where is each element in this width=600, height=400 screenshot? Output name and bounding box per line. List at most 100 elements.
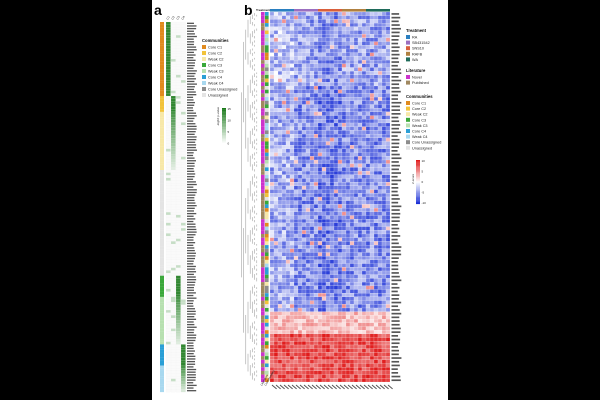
gene-label-mark <box>391 242 399 245</box>
zscore-cell <box>341 233 347 238</box>
zscore-cell <box>333 219 339 223</box>
zscore-cell <box>377 278 383 283</box>
zscore-cell <box>353 115 359 120</box>
zscore-cell <box>385 85 391 90</box>
zscore-cell <box>329 196 335 201</box>
zscore-cell <box>293 341 299 346</box>
zscore-cell <box>353 278 359 283</box>
zscore-cell <box>369 134 375 138</box>
pvalue-cell <box>165 88 171 91</box>
zscore-cell <box>281 282 287 286</box>
zscore-cell <box>285 296 291 301</box>
zscore-cell <box>321 34 327 38</box>
zscore-cell <box>325 48 331 53</box>
community-strip-cell <box>160 151 164 155</box>
zscore-cell <box>301 285 307 290</box>
zscore-cell <box>269 208 275 212</box>
pvalue-cell <box>180 360 186 364</box>
zscore-cell <box>357 15 363 20</box>
community-cell <box>265 82 269 86</box>
pvalue-cell <box>180 127 186 131</box>
zscore-cell <box>365 204 371 209</box>
literature-cell <box>261 308 265 312</box>
zscore-cell <box>269 122 275 127</box>
zscore-cell <box>305 344 311 349</box>
zscore-cell <box>337 174 343 179</box>
zscore-cell <box>277 93 283 98</box>
zscore-cell <box>349 278 355 283</box>
zscore-cell <box>297 285 303 290</box>
zscore-cell <box>365 344 371 349</box>
zscore-cell <box>361 341 367 346</box>
zscore-cell <box>357 267 363 272</box>
zscore-cell <box>305 163 311 168</box>
row-label-mark <box>187 107 194 109</box>
row-side-label: Literature <box>259 373 269 386</box>
zscore-cell <box>361 63 367 68</box>
pvalue-cell <box>165 175 171 179</box>
zscore-cell <box>297 363 303 368</box>
zscore-cell <box>281 89 287 94</box>
pvalue-cell <box>175 69 181 73</box>
zscore-cell <box>289 263 295 268</box>
zscore-cell <box>301 152 307 157</box>
zscore-cell <box>273 104 279 109</box>
zscore-cell <box>313 326 319 331</box>
pvalue-cell <box>180 64 186 68</box>
zscore-cell <box>365 356 371 360</box>
zscore-cell <box>377 100 383 105</box>
zscore-cell <box>341 34 347 38</box>
zscore-cell <box>365 293 371 297</box>
zscore-cell <box>333 182 339 186</box>
zscore-cell <box>277 285 283 290</box>
zscore-cell <box>369 48 375 53</box>
gene-label-mark <box>391 346 399 348</box>
zscore-cell <box>337 115 343 120</box>
zscore-cell <box>365 200 371 205</box>
community-cell <box>265 12 269 16</box>
zscore-cell <box>385 270 391 275</box>
zscore-cell <box>305 248 311 253</box>
zscore-cell <box>337 359 343 364</box>
pvalue-cell <box>170 246 176 250</box>
zscore-cell <box>277 259 283 264</box>
pvalue-cell <box>180 151 186 155</box>
zscore-cell <box>349 352 355 357</box>
legend-label: Weak C2 <box>412 113 428 117</box>
zscore-cell <box>345 326 351 331</box>
zscore-cell <box>277 322 283 327</box>
row-label-mark <box>187 88 195 91</box>
zscore-cell <box>297 370 303 375</box>
zscore-cell <box>341 85 347 90</box>
zscore-cell <box>317 193 323 198</box>
zscore-cell <box>337 130 343 135</box>
community-strip-cell <box>160 64 164 68</box>
pvalue-cell <box>180 333 186 337</box>
zscore-cell <box>325 71 331 75</box>
community-cell <box>265 296 269 301</box>
zscore-cell <box>293 78 299 83</box>
zscore-cell <box>325 134 331 138</box>
zscore-cell <box>277 45 283 50</box>
zscore-cell <box>385 37 391 42</box>
zscore-cell <box>373 41 379 46</box>
zscore-cell <box>369 248 375 253</box>
zscore-cell <box>273 211 279 216</box>
pvalue-cell <box>180 27 186 31</box>
zscore-cell <box>325 241 331 246</box>
zscore-cell <box>277 30 283 35</box>
pvalue-cell <box>175 370 181 374</box>
zscore-cell <box>357 330 363 334</box>
zscore-cell <box>301 23 307 27</box>
zscore-cell <box>301 78 307 83</box>
zscore-cell <box>277 74 283 79</box>
zscore-cell <box>325 330 331 334</box>
zscore-cell <box>345 211 351 216</box>
zscore-cell <box>281 367 287 371</box>
community-strip-cell <box>160 199 164 202</box>
zscore-cell <box>329 115 335 120</box>
zscore-cell <box>301 337 307 342</box>
zscore-cell <box>325 126 331 131</box>
zscore-cell <box>377 122 383 127</box>
pvalue-cell <box>170 267 176 271</box>
